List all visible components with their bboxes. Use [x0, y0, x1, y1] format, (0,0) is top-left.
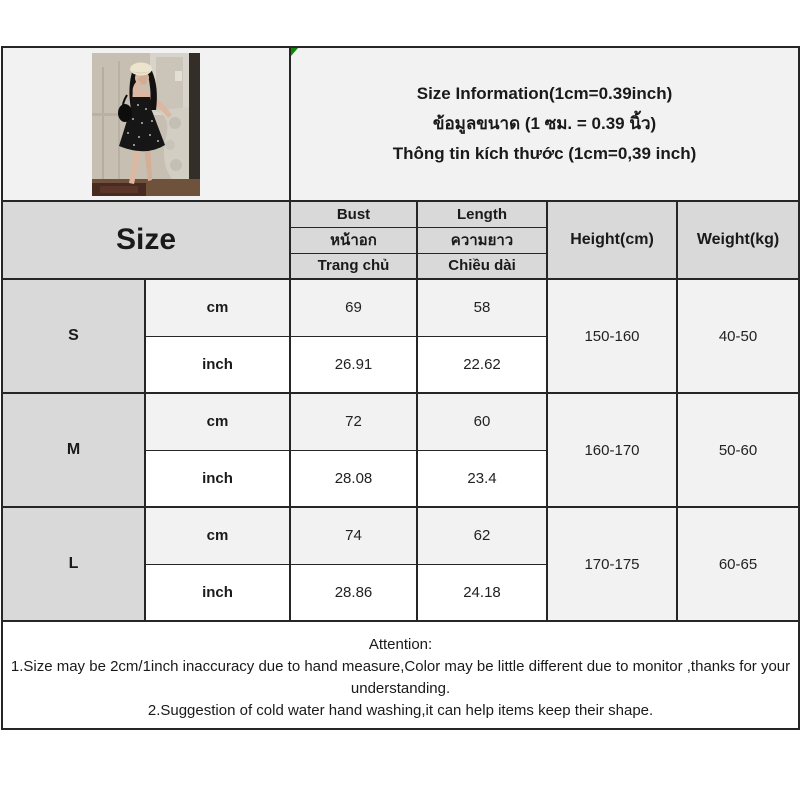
title-row: Size Information(1cm=0.39inch) ข้อมูลขนา…: [1, 46, 800, 202]
unit-label-inch: inch: [144, 449, 291, 508]
row-m-cm: M cm 72 60 160-170 50-60: [1, 392, 800, 508]
unit-label-cm: cm: [144, 392, 291, 451]
m-bust-inch: 28.08: [289, 449, 418, 508]
model-figure-illustration: [92, 52, 200, 196]
size-label-s: S: [1, 278, 146, 394]
title-line-th: ข้อมูลขนาด (1 ซม. = 0.39 นิ้ว): [432, 114, 657, 133]
m-length-cm: 60: [416, 392, 548, 451]
s-height-range: 150-160: [546, 278, 678, 394]
height-column-header: Height(cm): [546, 200, 678, 280]
row-l-cm: L cm 74 62 170-175 60-65: [1, 506, 800, 622]
bust-header-vi: Trang chủ: [289, 252, 418, 280]
s-bust-cm: 69: [289, 278, 418, 337]
green-triangle-marker-icon: [292, 49, 298, 56]
unit-label-cm: cm: [144, 278, 291, 337]
title-line-en: Size Information(1cm=0.39inch): [416, 84, 673, 103]
l-bust-inch: 28.86: [289, 563, 418, 622]
m-weight-range: 50-60: [675, 392, 800, 508]
unit-label-inch: inch: [144, 563, 291, 622]
l-weight-range: 60-65: [675, 506, 800, 622]
length-header-en: Length: [416, 200, 548, 228]
l-length-inch: 24.18: [416, 563, 548, 622]
attention-row: Attention: 1.Size may be 2cm/1inch inacc…: [0, 620, 800, 730]
row-s-inch: inch 26.91 22.62: [2, 335, 799, 394]
size-label-m: M: [1, 392, 146, 508]
attention-note-2: 2.Suggestion of cold water hand washing,…: [147, 701, 654, 719]
size-column-header: Size: [1, 200, 291, 280]
l-bust-cm: 74: [289, 506, 418, 565]
attention-note-1: 1.Size may be 2cm/1inch inaccuracy due t…: [10, 657, 791, 697]
m-height-range: 160-170: [546, 392, 678, 508]
weight-column-header: Weight(kg): [675, 200, 800, 280]
attention-section: Attention: 1.Size may be 2cm/1inch inacc…: [0, 620, 800, 730]
title-line-vi: Thông tin kích thước (1cm=0,39 inch): [392, 144, 697, 163]
header-row-3: Trang chủ Chiều dài: [2, 252, 799, 280]
m-bust-cm: 72: [289, 392, 418, 451]
l-length-cm: 62: [416, 506, 548, 565]
s-length-cm: 58: [416, 278, 548, 337]
size-label-l: L: [1, 506, 146, 622]
unit-label-inch: inch: [144, 335, 291, 394]
bust-header-th: หน้าอก: [289, 226, 418, 254]
length-header-th: ความยาว: [416, 226, 548, 254]
row-l-inch: inch 28.86 24.18: [2, 563, 799, 622]
product-photo-cell: [1, 46, 291, 202]
row-m-inch: inch 28.08 23.4: [2, 449, 799, 508]
s-length-inch: 22.62: [416, 335, 548, 394]
header-row-2: หน้าอก ความยาว: [2, 226, 799, 254]
attention-heading: Attention:: [368, 635, 433, 653]
unit-label-cm: cm: [144, 506, 291, 565]
s-bust-inch: 26.91: [289, 335, 418, 394]
s-weight-range: 40-50: [675, 278, 800, 394]
product-photo: [92, 52, 200, 196]
length-header-vi: Chiều dài: [416, 252, 548, 280]
bust-header-en: Bust: [289, 200, 418, 228]
header-row-1: Size Bust Length Height(cm) Weight(kg): [1, 200, 800, 280]
m-length-inch: 23.4: [416, 449, 548, 508]
size-chart-table: Size Information(1cm=0.39inch) ข้อมูลขนา…: [0, 46, 800, 730]
size-information-title: Size Information(1cm=0.39inch) ข้อมูลขนา…: [288, 46, 800, 202]
row-s-cm: S cm 69 58 150-160 40-50: [1, 278, 800, 394]
l-height-range: 170-175: [546, 506, 678, 622]
